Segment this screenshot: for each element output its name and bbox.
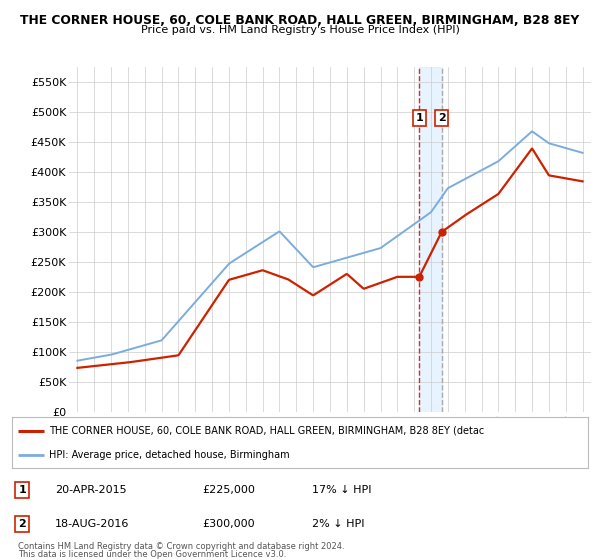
Text: Price paid vs. HM Land Registry's House Price Index (HPI): Price paid vs. HM Land Registry's House … [140, 25, 460, 35]
Text: 18-AUG-2016: 18-AUG-2016 [55, 519, 130, 529]
Text: £225,000: £225,000 [202, 484, 255, 494]
Text: 1: 1 [415, 113, 423, 123]
Text: 17% ↓ HPI: 17% ↓ HPI [311, 484, 371, 494]
Text: 2% ↓ HPI: 2% ↓ HPI [311, 519, 364, 529]
Text: £300,000: £300,000 [202, 519, 255, 529]
Text: 2: 2 [438, 113, 446, 123]
Text: THE CORNER HOUSE, 60, COLE BANK ROAD, HALL GREEN, BIRMINGHAM, B28 8EY: THE CORNER HOUSE, 60, COLE BANK ROAD, HA… [20, 14, 580, 27]
Bar [419, 67, 442, 412]
Text: Contains HM Land Registry data © Crown copyright and database right 2024.: Contains HM Land Registry data © Crown c… [18, 542, 344, 550]
Text: This data is licensed under the Open Government Licence v3.0.: This data is licensed under the Open Gov… [18, 550, 286, 559]
Text: THE CORNER HOUSE, 60, COLE BANK ROAD, HALL GREEN, BIRMINGHAM, B28 8EY (detac: THE CORNER HOUSE, 60, COLE BANK ROAD, HA… [49, 426, 485, 436]
Text: 20-APR-2015: 20-APR-2015 [55, 484, 127, 494]
Text: HPI: Average price, detached house, Birmingham: HPI: Average price, detached house, Birm… [49, 450, 290, 460]
Text: 2: 2 [19, 519, 26, 529]
Text: 1: 1 [19, 484, 26, 494]
